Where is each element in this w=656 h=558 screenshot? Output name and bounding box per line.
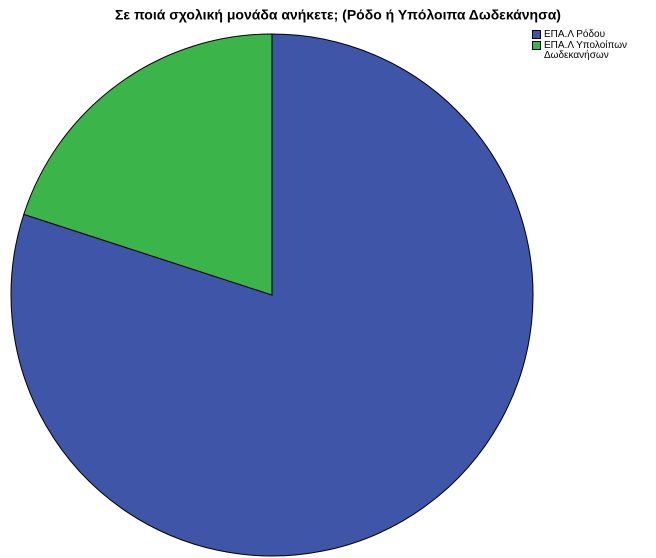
legend-item: ΕΠΑ.Λ Υπολοίπων Δωδεκανήσων	[532, 41, 632, 61]
legend-swatch	[532, 30, 541, 39]
pie-slice	[23, 33, 273, 296]
legend-label: ΕΠΑ.Λ Υπολοίπων Δωδεκανήσων	[544, 40, 628, 61]
pie-slice	[10, 33, 534, 557]
legend: ΕΠΑ.Λ Ρόδου ΕΠΑ.Λ Υπολοίπων Δωδεκανήσων	[532, 30, 632, 62]
legend-swatch	[532, 41, 541, 50]
chart-title: Σε ποιά σχολική μονάδα ανήκετε; (Ρόδο ή …	[115, 7, 561, 23]
legend-label: ΕΠΑ.Λ Ρόδου	[544, 29, 606, 40]
legend-item: ΕΠΑ.Λ Ρόδου	[532, 30, 632, 40]
